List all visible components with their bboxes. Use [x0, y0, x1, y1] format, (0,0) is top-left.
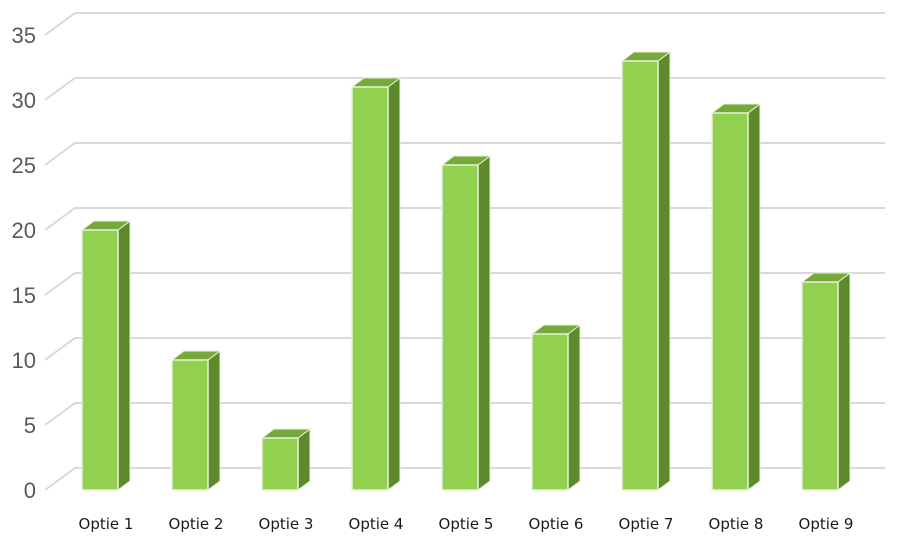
bar-front — [441, 164, 479, 491]
bar-front — [531, 333, 569, 491]
y-tick-label: 25 — [12, 153, 36, 178]
bar-front — [261, 437, 299, 491]
x-tick-label: Optie 6 — [529, 515, 584, 533]
bar-7 — [620, 51, 672, 491]
bar-9 — [800, 272, 852, 491]
bar-side — [837, 272, 851, 491]
y-tick-label: 5 — [24, 413, 36, 438]
gridline-15 — [44, 272, 885, 296]
bar-6 — [530, 324, 582, 491]
bar-side — [657, 51, 671, 491]
x-tick-label: Optie 7 — [619, 515, 674, 533]
gridline-0 — [44, 467, 885, 491]
x-tick-label: Optie 2 — [169, 515, 224, 533]
x-tick-label: Optie 3 — [259, 515, 314, 533]
gridline-35 — [44, 12, 885, 36]
x-tick-label: Optie 4 — [349, 515, 404, 533]
y-tick-label: 30 — [12, 88, 36, 113]
bar-side — [747, 103, 761, 491]
bar-front — [171, 359, 209, 491]
bar-3 — [260, 428, 312, 491]
bars — [80, 51, 852, 491]
bar-front — [81, 229, 119, 491]
bar-side — [567, 324, 581, 491]
x-tick-label: Optie 5 — [439, 515, 494, 533]
x-tick-label: Optie 9 — [799, 515, 854, 533]
bar-side — [477, 155, 491, 491]
gridline-20 — [44, 207, 885, 231]
gridline-25 — [44, 142, 885, 166]
bar-side — [297, 428, 311, 491]
y-tick-label: 10 — [12, 348, 36, 373]
bar-side — [387, 77, 401, 491]
gridline-5 — [44, 402, 885, 426]
bar-8 — [710, 103, 762, 491]
gridlines — [44, 12, 885, 491]
x-tick-label: Optie 1 — [79, 515, 134, 533]
bar-front — [351, 86, 389, 491]
bar-4 — [350, 77, 402, 491]
bar-side — [117, 220, 131, 491]
y-tick-label: 35 — [12, 23, 36, 48]
y-axis-tick-labels: 0 5 10 15 20 25 30 35 — [12, 23, 36, 503]
gridline-10 — [44, 337, 885, 361]
gridline-30 — [44, 77, 885, 101]
y-tick-label: 20 — [12, 218, 36, 243]
bar-1 — [80, 220, 132, 491]
y-tick-label: 15 — [12, 283, 36, 308]
bar-front — [711, 112, 749, 491]
bar-front — [621, 60, 659, 491]
bar-front — [801, 281, 839, 491]
bar-2 — [170, 350, 222, 491]
x-axis-tick-labels: Optie 1 Optie 2 Optie 3 Optie 4 Optie 5 Optie… — [79, 515, 854, 533]
bar-5 — [440, 155, 492, 491]
y-tick-label: 0 — [24, 478, 36, 503]
bar-side — [207, 350, 221, 491]
x-tick-label: Optie 8 — [709, 515, 764, 533]
